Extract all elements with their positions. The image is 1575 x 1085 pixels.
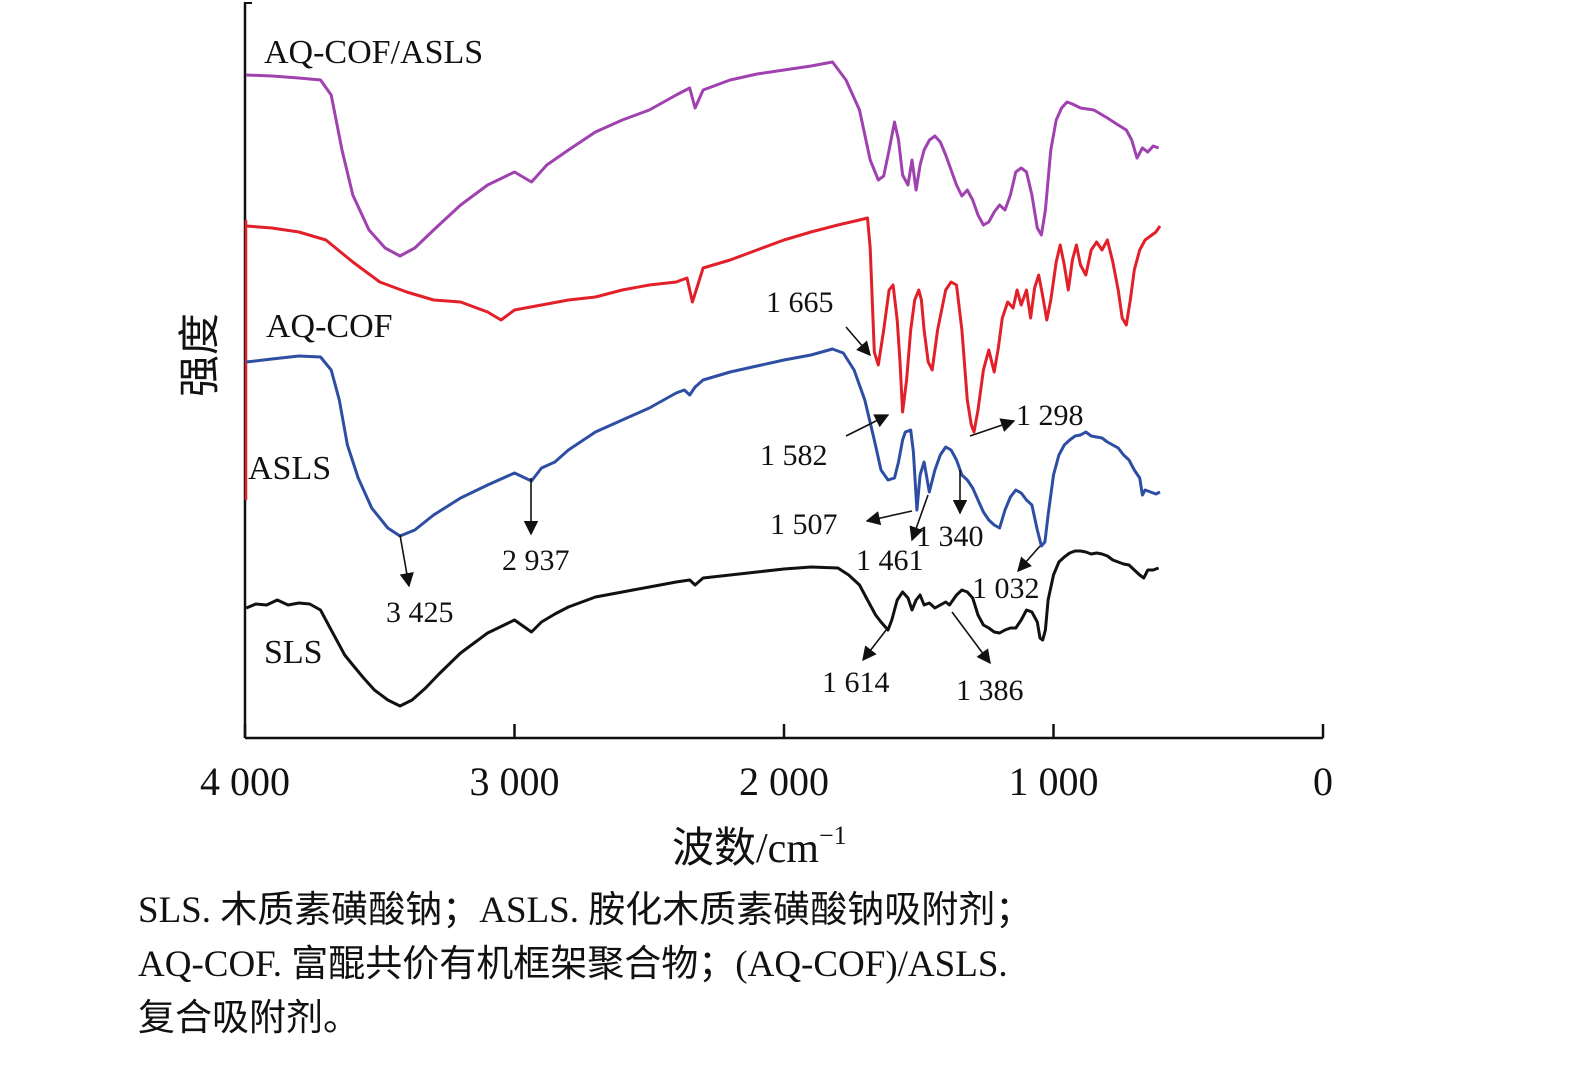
annotation-label-3425: 3 425 (386, 596, 454, 629)
annotation-label-1298: 1 298 (1016, 399, 1084, 432)
arrow-1507 (865, 510, 913, 526)
caption-line-1: SLS. 木质素磺酸钠；ASLS. 胺化木质素磺酸钠吸附剂； (138, 890, 1033, 931)
x-tick-label: 2 000 (739, 759, 829, 804)
x-tick-label: 1 000 (1009, 759, 1099, 804)
series-label-sls: SLS (264, 634, 323, 671)
arrow-1461 (909, 494, 929, 542)
series-line-asls (246, 347, 1161, 548)
annotation-label-1461: 1 461 (856, 544, 924, 577)
x-tick-label: 3 000 (470, 759, 560, 804)
annotation-label-1340: 1 340 (916, 520, 984, 553)
annotation-label-2937: 2 937 (502, 544, 570, 577)
series-line-sls (245, 549, 1160, 708)
x-axis-title: 波数/cm−1 (672, 821, 847, 872)
series-label-asls: ASLS (248, 450, 331, 487)
series-line-aq-cof-asls (246, 60, 1160, 258)
arrow-1665 (845, 326, 871, 357)
series-label-aqcof-asls: AQ-COF/ASLS (264, 34, 483, 71)
arrow-1032 (1017, 545, 1041, 573)
annotation-label-1665: 1 665 (766, 286, 834, 319)
arrow-1386 (951, 611, 991, 665)
arrow-1298 (969, 418, 1016, 437)
ftir-chart: 4 000 3 000 2 000 1 000 0 AQ-COF/ASLS AQ-COF… (178, 2, 1333, 872)
arrow-3425 (399, 534, 414, 588)
y-axis-title: 强度 (178, 313, 224, 397)
x-ticks: 4 000 3 000 2 000 1 000 0 (200, 724, 1333, 804)
annotation-label-1032: 1 032 (972, 572, 1040, 605)
caption-line-2: AQ-COF. 富醌共价有机框架聚合物；(AQ-COF)/ASLS. (138, 944, 1008, 985)
x-axis-title-superscript: −1 (819, 821, 847, 850)
series-label-aqcof: AQ-COF (266, 308, 393, 345)
annotation-label-1507: 1 507 (770, 508, 838, 541)
figure-caption: SLS. 木质素磺酸钠；ASLS. 胺化木质素磺酸钠吸附剂； AQ-COF. 富… (138, 884, 1558, 1046)
series-line-aq-cof (246, 216, 1162, 434)
caption-line-3: 复合吸附剂。 (138, 998, 360, 1039)
arrow-1582 (845, 414, 890, 437)
series-group (245, 60, 1162, 708)
annotation-arrows (399, 326, 1041, 665)
x-tick-label: 0 (1313, 759, 1333, 804)
annotation-label-1582: 1 582 (760, 439, 828, 472)
x-tick-label: 4 000 (200, 759, 290, 804)
annotation-label-1386: 1 386 (956, 674, 1024, 707)
annotation-label-1614: 1 614 (822, 666, 890, 699)
arrow-1614 (862, 624, 891, 662)
